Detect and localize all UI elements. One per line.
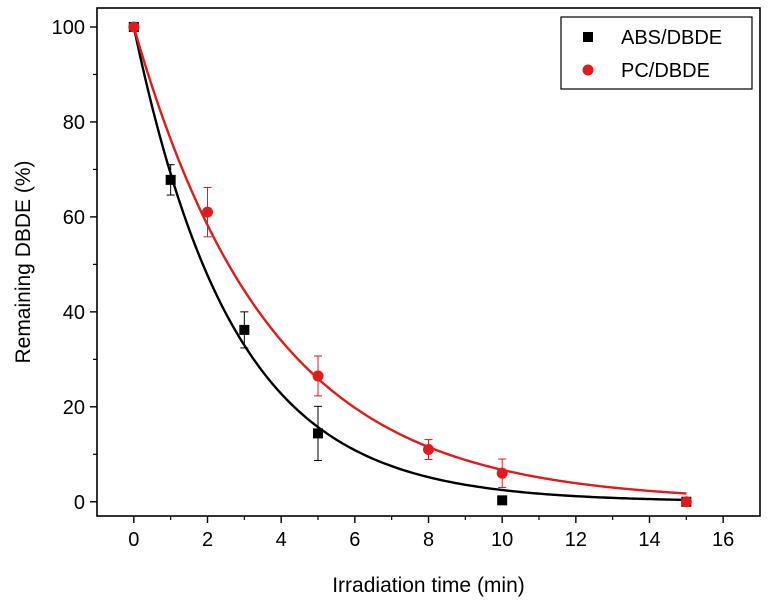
- y-tick-label: 20: [63, 397, 85, 419]
- fit-curves: [132, 26, 687, 502]
- x-tick-label: 8: [423, 529, 434, 551]
- y-axis-title: Remaining DBDE (%): [12, 160, 35, 363]
- data-point-pc-dbde: [128, 21, 140, 33]
- legend: ABS/DBDE PC/DBDE: [560, 16, 753, 90]
- data-point-abs-dbde: [313, 428, 323, 439]
- data-point-pc-dbde: [680, 496, 692, 508]
- legend-label-0: ABS/DBDE: [621, 27, 722, 49]
- y-tick-label: 80: [63, 112, 85, 134]
- x-axis-title: Irradiation time (min): [332, 574, 525, 597]
- x-tick-label: 10: [491, 529, 513, 551]
- y-tick-label: 100: [52, 17, 85, 39]
- x-tick-label: 16: [712, 529, 734, 551]
- x-tick-label: 4: [276, 529, 287, 551]
- legend-marker-1: [582, 64, 594, 76]
- axes: 0 2 4 6 8 10 12 14 16 0 20 40 60 80 100 Irradiation tim…: [12, 7, 761, 597]
- legend-label-1: PC/DBDE: [621, 60, 710, 82]
- data-point-abs-dbde: [165, 174, 176, 185]
- data-point-pc-dbde: [496, 467, 508, 479]
- data-point-pc-dbde: [312, 370, 324, 382]
- data-point-pc-dbde: [202, 206, 213, 218]
- data-points: [128, 21, 692, 508]
- data-point-abs-dbde: [239, 324, 250, 335]
- y-tick-label: 0: [74, 492, 85, 514]
- x-tick-label: 2: [202, 529, 213, 551]
- x-tick-label: 6: [349, 529, 360, 551]
- x-tick-label: 0: [128, 529, 139, 551]
- legend-box: [560, 16, 753, 90]
- x-tick-label: 14: [638, 529, 660, 551]
- y-tick-label: 40: [63, 302, 85, 324]
- data-point-pc-dbde: [423, 444, 434, 456]
- fit-curve-abs-dbde: [132, 26, 687, 502]
- x-tick-label: 12: [565, 529, 587, 551]
- y-tick-label: 60: [63, 207, 85, 229]
- data-point-abs-dbde: [497, 495, 508, 506]
- legend-marker-0: [583, 32, 593, 42]
- fit-curve-pc-dbde: [132, 26, 687, 495]
